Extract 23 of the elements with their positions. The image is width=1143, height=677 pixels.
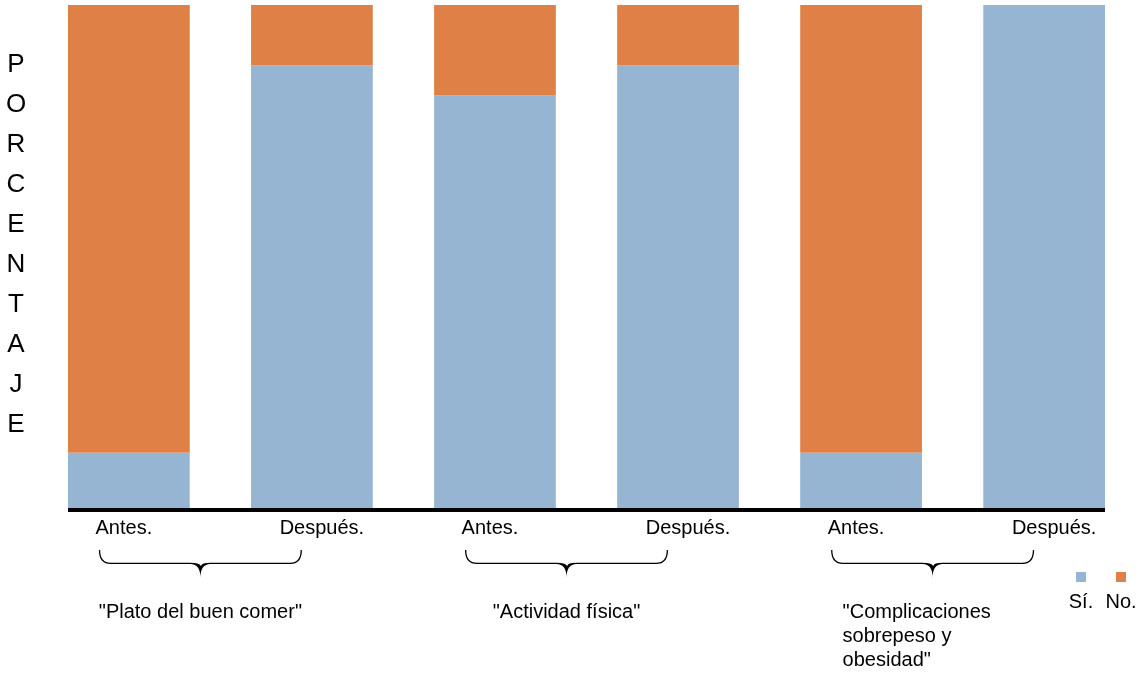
bar [251, 5, 373, 66]
bar [800, 5, 922, 453]
x-tick-label: Antes. [461, 516, 519, 538]
text: "Complicaciones sobrepeso y obesidad" [842, 600, 991, 670]
bar [800, 452, 922, 508]
x-tick-label: Antes. [827, 516, 885, 538]
x-tick-label: Después. [645, 516, 731, 538]
bar [434, 5, 556, 96]
x-tick-label: Después. [1011, 516, 1097, 538]
bar [434, 95, 556, 508]
x-tick-label: Después. [279, 516, 365, 538]
legend-label: Sí. [1068, 590, 1094, 612]
text: "Plato del buen comer" [98, 600, 302, 622]
bar [68, 5, 190, 453]
legend-label: No. [1105, 590, 1137, 612]
x-tick-label: Antes. [95, 516, 153, 538]
bar [983, 5, 1105, 508]
text: PORCENTAJE [5, 48, 27, 438]
bar [617, 5, 739, 66]
bar [68, 452, 190, 508]
bar [251, 65, 373, 508]
bar [617, 65, 739, 508]
text: "Actividad física" [492, 600, 641, 622]
